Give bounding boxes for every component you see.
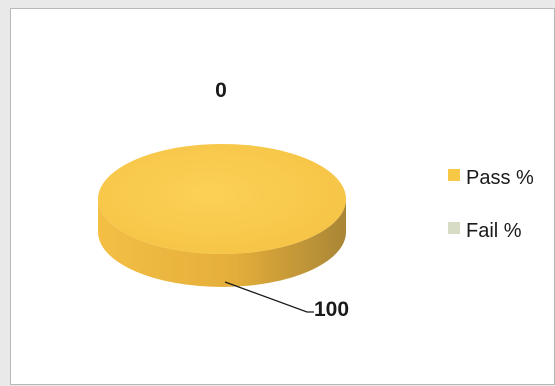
leader-line: [224, 281, 314, 313]
legend-swatch-fail: [448, 222, 460, 234]
pie-chart: 0 100 Pass % Fail %: [98, 79, 534, 321]
data-label-pass: 100: [314, 298, 349, 321]
legend-swatch-pass: [448, 169, 460, 181]
chart-area: 0 100 Pass % Fail %: [10, 8, 555, 385]
legend-label-pass: Pass %: [466, 167, 534, 189]
pie-slice-pass-top: [98, 144, 346, 254]
legend: Pass % Fail %: [448, 167, 534, 242]
pie-slice-pass-side: [98, 199, 346, 287]
legend-label-fail: Fail %: [466, 220, 522, 242]
data-label-fail: 0: [215, 79, 227, 102]
pie-slice-pass: [98, 144, 346, 287]
